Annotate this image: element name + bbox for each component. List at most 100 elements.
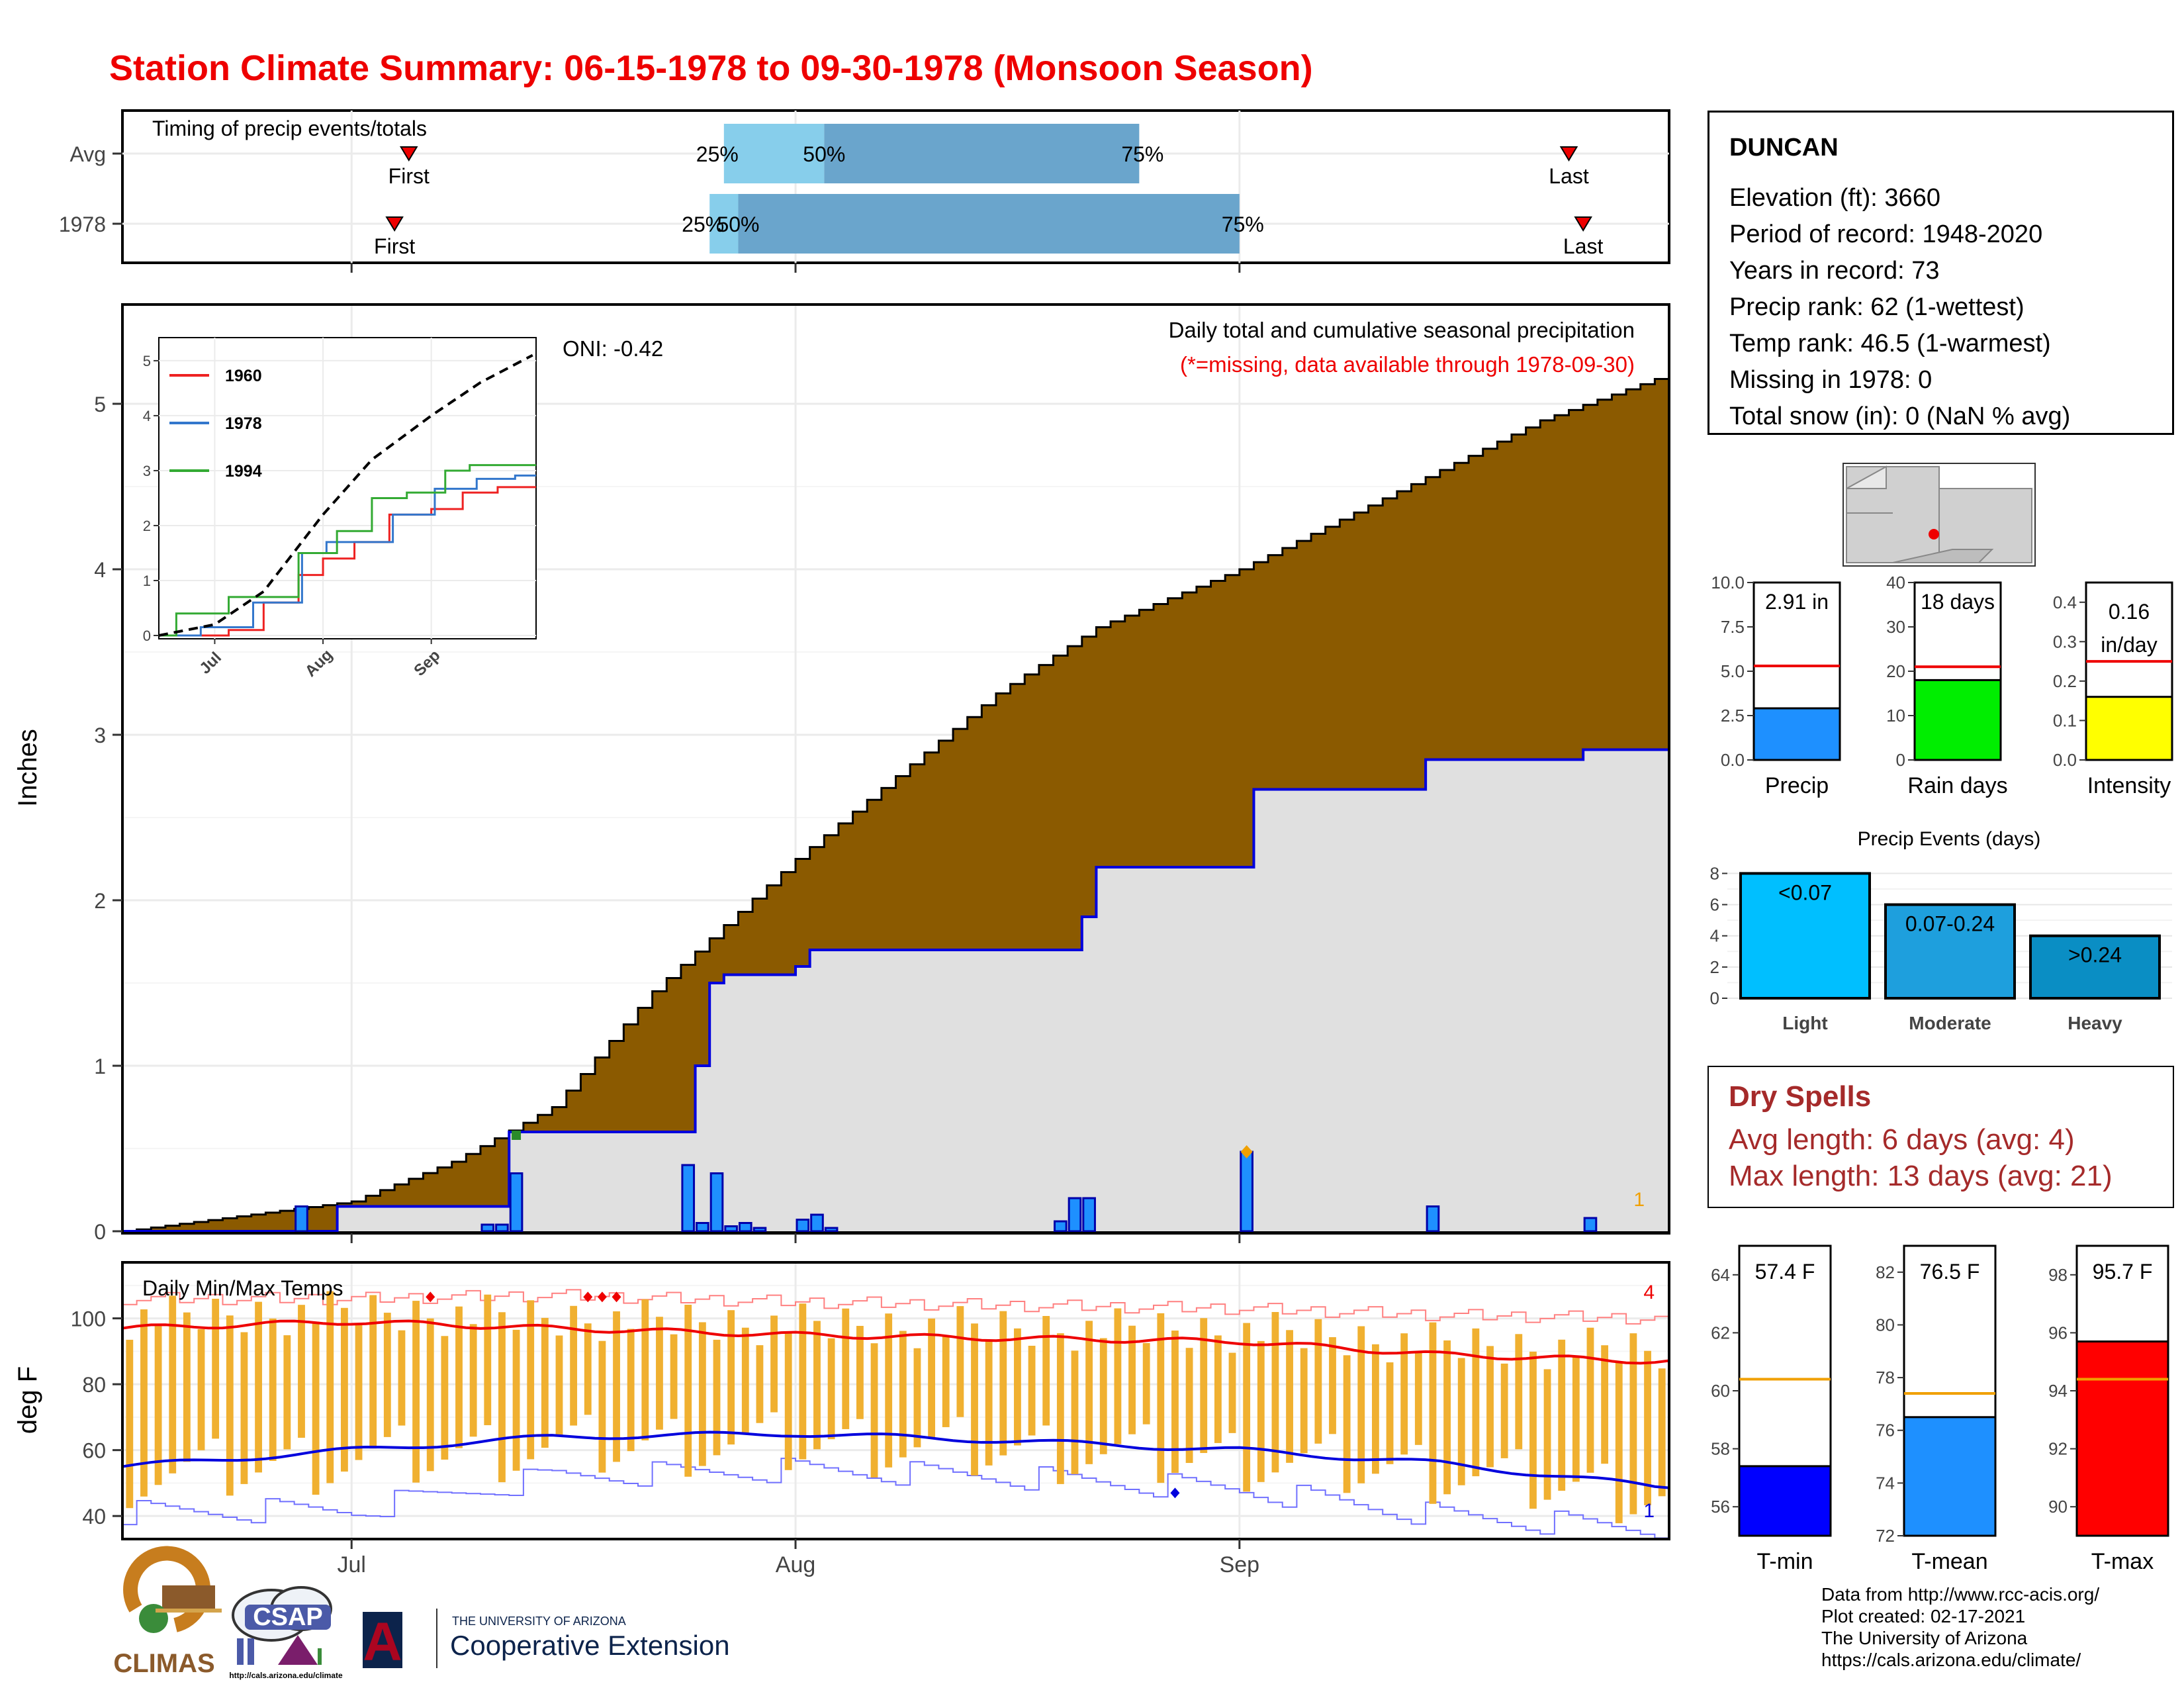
daily-precip-bar — [681, 1164, 696, 1233]
events-title: Precip Events (days) — [1858, 828, 2041, 850]
timing-title: Timing of precip events/totals — [152, 117, 427, 140]
daily-temp-bar — [1028, 1345, 1036, 1436]
dry-spells-avg: Avg length: 6 days (avg: 4) — [1729, 1123, 2075, 1156]
q25-label: 25% — [696, 142, 739, 166]
season-ytick: 0.4 — [2053, 592, 2077, 612]
daily-temp-bar — [1644, 1350, 1651, 1505]
daily-temp-bar — [140, 1309, 148, 1497]
ua-logo-small: THE UNIVERSITY OF ARIZONA — [452, 1615, 626, 1628]
daily-temp-bar — [913, 1348, 921, 1448]
tempbar-ytick: 62 — [1711, 1323, 1730, 1342]
inset-legend-label: 1960 — [225, 367, 262, 385]
daily-temp-bar — [1329, 1337, 1336, 1434]
daily-temp-bar — [770, 1315, 778, 1413]
station-missing: Missing in 1978: 0 — [1729, 366, 1933, 394]
daily-precip-bar — [495, 1223, 509, 1233]
tempbar-ytick: 64 — [1711, 1265, 1730, 1285]
daily-temp-bar — [1271, 1311, 1279, 1473]
tempbar-t-mean — [1903, 1416, 1997, 1537]
daily-temp-bar — [484, 1294, 492, 1425]
seasonal-temp-charts: 56 58 60 62 64 57.4 F T-min 72 74 76 78 80 82 76.5 F T… — [1711, 1244, 2169, 1574]
daily-temp-bar — [713, 1339, 721, 1456]
csap-url: http://cals.arizona.edu/climate — [229, 1671, 343, 1680]
inset-ytick: 5 — [143, 353, 151, 369]
daily-temp-bar — [1357, 1326, 1365, 1483]
last-marker — [1574, 216, 1592, 232]
inset-line-1978 — [159, 474, 536, 637]
temp-corner-min: 1 — [1643, 1500, 1655, 1522]
x-tick-label: Jul — [337, 1552, 365, 1577]
daily-temp-bar — [283, 1335, 291, 1450]
q25-label: 25% — [682, 212, 724, 236]
daily-temp-bar — [1300, 1348, 1308, 1454]
daily-temp-bar — [1128, 1325, 1136, 1434]
record-high-marker — [583, 1291, 593, 1303]
record-low-marker — [1170, 1487, 1180, 1499]
season-ytick: 30 — [1886, 617, 1905, 637]
tempbar-value-label: 76.5 F — [1920, 1260, 1980, 1284]
daily-temp-bar — [1185, 1348, 1193, 1464]
daily-precip-bar — [1583, 1217, 1598, 1233]
season-value-label: 2.91 in — [1765, 590, 1829, 614]
daily-temp-bar — [1042, 1315, 1050, 1426]
footer-credits: Data from http://www.rcc-acis.org/ Plot … — [1821, 1583, 2099, 1671]
precip-note: Daily total and cumulative seasonal prec… — [1169, 318, 1635, 342]
daily-temp-bar — [1243, 1323, 1251, 1492]
daily-temp-bar — [598, 1340, 606, 1473]
season-ytick: 5.0 — [1721, 661, 1745, 681]
season-ytick: 0.0 — [2053, 750, 2077, 770]
daily-temp-bar — [741, 1327, 749, 1434]
daily-temp-bar — [298, 1305, 305, 1438]
daily-precip-bar — [1426, 1205, 1440, 1233]
station-precip-rank: Precip rank: 62 (1-wettest) — [1729, 293, 2025, 321]
quartile-bar-50-75 — [824, 124, 1140, 183]
daily-temp-bar — [1214, 1335, 1222, 1443]
daily-precip-bar — [295, 1205, 308, 1233]
season-bar-precip — [1752, 707, 1841, 761]
daily-temp-bar — [784, 1333, 792, 1470]
precip-ytick: 3 — [94, 724, 106, 747]
daily-temp-bar — [541, 1317, 549, 1448]
event-ytick: 8 — [1710, 863, 1719, 883]
q75-label: 75% — [1121, 142, 1163, 166]
inset-ytick: 0 — [143, 628, 151, 644]
daily-temp-bar — [369, 1295, 377, 1449]
daily-temp-bar — [1200, 1318, 1208, 1453]
daily-temp-bar — [1228, 1352, 1236, 1433]
daily-temp-bar — [856, 1325, 864, 1419]
csap-logo-text: CSAP — [253, 1603, 323, 1631]
inset-ytick: 4 — [143, 408, 151, 424]
season-bar-rain-days — [1913, 679, 2002, 761]
daily-temp-bar — [656, 1317, 663, 1430]
avg-min-line — [122, 1430, 1670, 1489]
daily-temp-bar — [126, 1339, 134, 1509]
daily-temp-bar — [1629, 1333, 1637, 1515]
daily-precip-bar — [1082, 1197, 1096, 1233]
record-min-line — [122, 1458, 1669, 1539]
station-name: DUNCAN — [1729, 134, 1839, 162]
season-ytick: 2.5 — [1721, 706, 1745, 726]
inset-legend-label: 1994 — [225, 462, 262, 481]
last-marker — [1559, 146, 1578, 162]
daily-temp-bar — [1386, 1362, 1394, 1464]
footer-line-univ: The University of Arizona — [1821, 1628, 2028, 1648]
inset-legend-label: 1978 — [225, 414, 262, 433]
inset-avg-line — [158, 353, 533, 637]
first-label: First — [388, 164, 430, 188]
season-ytick: 7.5 — [1721, 617, 1745, 637]
tempbar-ytick: 80 — [1876, 1315, 1895, 1335]
daily-precip-bar — [796, 1219, 810, 1233]
tempbar-category-label: T-max — [2091, 1549, 2154, 1574]
daily-precip-bar — [696, 1222, 709, 1233]
temp-ytick: 100 — [71, 1307, 106, 1331]
precip-ytick: 0 — [94, 1220, 106, 1244]
daily-precip-bar — [752, 1227, 767, 1233]
station-location-marker — [1929, 529, 1939, 539]
daily-precip-bar — [709, 1172, 724, 1233]
daily-temp-bar — [627, 1329, 635, 1452]
daily-temp-bar — [1529, 1351, 1537, 1509]
tempbar-value-label: 57.4 F — [1755, 1260, 1815, 1284]
daily-precip-bar — [738, 1222, 752, 1233]
event-ytick: 6 — [1710, 895, 1719, 915]
